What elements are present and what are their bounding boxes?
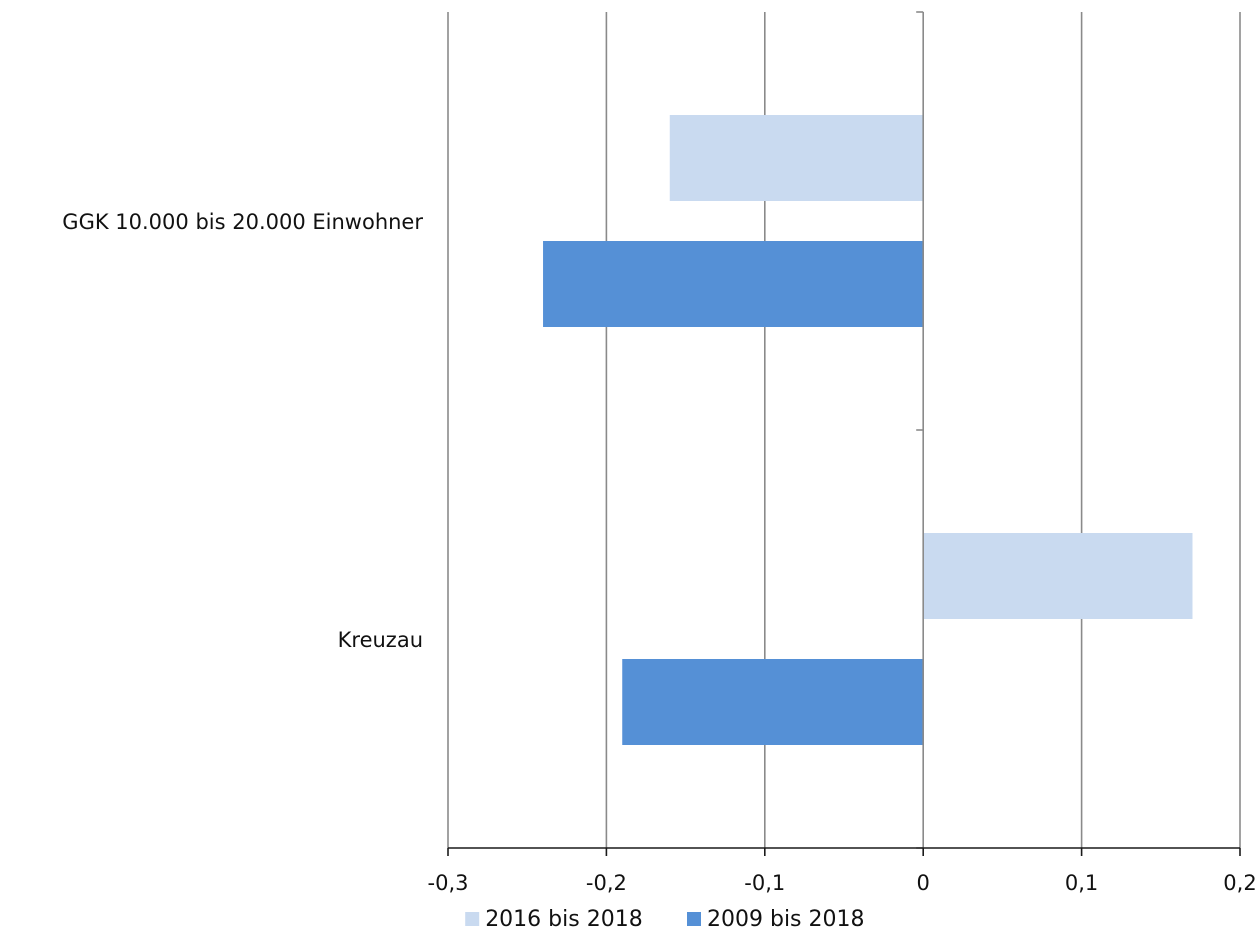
bar	[923, 533, 1193, 619]
x-tick-label: 0,2	[1223, 871, 1256, 895]
bar	[669, 115, 924, 201]
legend-swatch	[465, 912, 480, 926]
category-label: Kreuzau	[338, 628, 423, 652]
axes	[447, 11, 1241, 856]
legend-swatch	[687, 912, 701, 926]
legend-label: 2016 bis 2018	[485, 907, 643, 932]
x-tick-label: -0,2	[586, 871, 627, 895]
bar	[543, 241, 924, 327]
legend: 2016 bis 2018 2009 bis 2018	[465, 907, 865, 932]
x-tick-label: -0,1	[744, 871, 785, 895]
bar	[622, 659, 924, 745]
legend-label: 2009 bis 2018	[707, 907, 865, 932]
x-tick-label: 0	[917, 871, 930, 895]
x-tick-label: 0,1	[1065, 871, 1098, 895]
labels: GGK 10.000 bis 20.000 Einwohner Kreuzau -0…	[62, 210, 1256, 895]
bars	[543, 115, 1193, 745]
category-label: GGK 10.000 bis 20.000 Einwohner	[62, 210, 423, 234]
x-tick-label: -0,3	[428, 871, 469, 895]
